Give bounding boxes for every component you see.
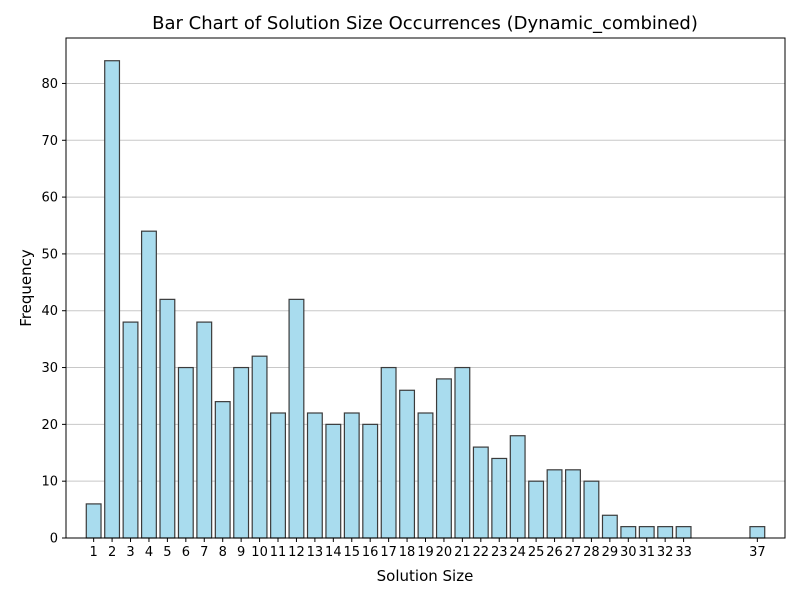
x-tick-label: 16 [362, 545, 379, 560]
bar [85, 503, 102, 539]
x-tick-label: 3 [126, 545, 134, 560]
bar [675, 526, 692, 539]
x-tick-label: 14 [325, 545, 342, 560]
x-tick-label: 27 [565, 545, 582, 560]
x-tick-label: 33 [675, 545, 692, 560]
bars [85, 60, 766, 539]
x-tick-label: 28 [583, 545, 600, 560]
x-tick-label: 21 [454, 545, 471, 560]
bar [177, 366, 194, 539]
x-tick-label: 18 [399, 545, 416, 560]
x-tick-label: 20 [436, 545, 453, 560]
x-tick-label: 23 [491, 545, 508, 560]
y-tick-label: 80 [41, 77, 58, 92]
bar [509, 435, 526, 539]
x-tick-label: 15 [343, 545, 360, 560]
bar [638, 526, 655, 539]
bar [601, 514, 618, 539]
x-tick-label: 31 [638, 545, 655, 560]
y-tick-label: 60 [41, 191, 58, 206]
bar [196, 321, 213, 539]
x-tick-label: 22 [473, 545, 490, 560]
x-tick-label: 12 [288, 545, 305, 560]
x-tick-label: 30 [620, 545, 637, 560]
x-tick-label: 24 [509, 545, 526, 560]
x-tick-label: 13 [307, 545, 324, 560]
y-axis-ticks: 0 10 20 30 40 50 60 70 80 [41, 77, 66, 547]
bar [399, 389, 416, 539]
bar [546, 469, 563, 539]
x-tick-label: 11 [270, 545, 287, 560]
x-tick-label: 10 [251, 545, 268, 560]
bar [657, 526, 674, 539]
y-axis-label: Frequency [17, 249, 35, 327]
bar [122, 321, 139, 539]
y-tick-label: 10 [41, 475, 58, 490]
x-tick-label: 8 [219, 545, 227, 560]
bar [417, 412, 434, 539]
x-tick-label: 4 [145, 545, 153, 560]
x-tick-label: 25 [528, 545, 545, 560]
x-tick-label: 29 [602, 545, 619, 560]
bar [159, 298, 176, 539]
chart-title: Bar Chart of Solution Size Occurrences (… [152, 13, 698, 34]
bar [104, 60, 121, 539]
y-tick-label: 50 [41, 247, 58, 262]
bar [270, 412, 286, 539]
bar [251, 355, 268, 539]
bar [325, 423, 342, 539]
bar [233, 366, 250, 539]
x-tick-label: 37 [749, 545, 766, 560]
bar [214, 401, 231, 539]
bar [491, 457, 508, 539]
x-tick-label: 9 [237, 545, 245, 560]
bar [454, 366, 471, 539]
x-tick-label: 1 [90, 545, 98, 560]
bar [565, 469, 581, 539]
x-axis-label: Solution Size [377, 567, 474, 585]
x-tick-label: 2 [108, 545, 116, 560]
y-tick-label: 40 [41, 304, 58, 319]
bar [583, 480, 600, 539]
x-tick-label: 19 [417, 545, 434, 560]
bar [749, 526, 766, 539]
y-tick-label: 70 [41, 134, 58, 149]
bar [288, 298, 305, 539]
x-tick-label: 6 [182, 545, 190, 560]
bar [472, 446, 489, 539]
bar [620, 526, 637, 539]
x-tick-label: 32 [657, 545, 674, 560]
bar [528, 480, 545, 539]
y-tick-label: 0 [50, 532, 58, 547]
bar [343, 412, 360, 539]
x-tick-label: 7 [200, 545, 208, 560]
bar [140, 230, 157, 539]
y-tick-label: 30 [41, 361, 58, 376]
x-tick-label: 5 [163, 545, 171, 560]
bar [380, 366, 397, 539]
x-tick-label: 26 [546, 545, 563, 560]
bar [435, 378, 452, 539]
x-tick-label: 17 [380, 545, 397, 560]
x-axis-ticks: 1 2 3 4 5 6 7 8 9 10 11 12 13 14 15 16 17 18 19 20 21 22 23 24 2… [90, 538, 766, 560]
y-tick-label: 20 [41, 418, 58, 433]
bar [306, 412, 323, 539]
bar [362, 423, 379, 539]
